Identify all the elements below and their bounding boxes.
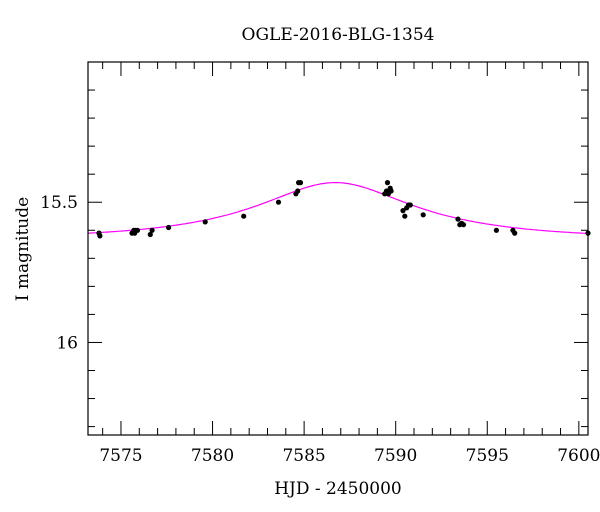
data-points (96, 180, 591, 239)
axis-tick-labels: 7575 7580 7585 7590 7595 7600 15.5 16 (40, 193, 600, 466)
data-point (493, 227, 499, 233)
x-tick-label: 7590 (374, 446, 417, 466)
data-point (149, 227, 155, 233)
data-point (241, 213, 247, 219)
data-point (297, 180, 304, 186)
y-tick-label: 15.5 (40, 193, 78, 213)
data-point (295, 188, 301, 194)
x-tick-label: 7600 (557, 446, 600, 466)
data-point (202, 219, 208, 225)
data-point (455, 216, 461, 222)
x-tick-label: 7585 (282, 446, 325, 466)
data-point (97, 233, 103, 239)
data-point (407, 202, 413, 208)
chart-title: OGLE-2016-BLG-1354 (242, 25, 435, 45)
x-tick-label: 7580 (191, 446, 234, 466)
data-point (420, 212, 426, 218)
data-point (400, 208, 406, 214)
data-point (134, 227, 141, 233)
axis-ticks (88, 61, 588, 435)
data-point (388, 188, 394, 194)
y-tick-label: 16 (56, 333, 78, 353)
y-axis-label: I magnitude (13, 197, 33, 301)
data-point (147, 231, 153, 238)
x-axis-label: HJD - 2450000 (274, 479, 402, 499)
data-point (166, 224, 172, 231)
data-point (460, 222, 467, 228)
plot-frame (87, 61, 589, 436)
data-point (275, 199, 282, 205)
data-point (512, 230, 518, 236)
model-curve (87, 182, 588, 234)
x-tick-label: 7595 (466, 446, 509, 466)
data-point (384, 180, 391, 186)
data-point (402, 213, 408, 219)
x-tick-label: 7575 (99, 446, 142, 466)
